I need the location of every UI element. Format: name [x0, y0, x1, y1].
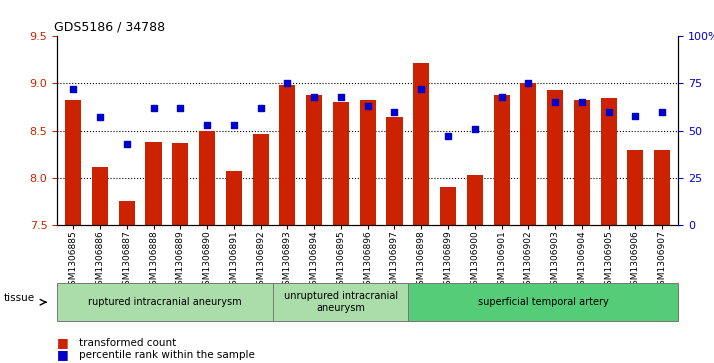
Bar	[547, 90, 563, 225]
Point	[201, 122, 213, 128]
Point	[388, 109, 400, 115]
Point	[603, 109, 614, 115]
Bar	[119, 200, 135, 225]
Text: ■: ■	[57, 337, 69, 350]
Point	[335, 94, 346, 99]
Point	[442, 134, 453, 139]
Bar	[654, 150, 670, 225]
Text: GDS5186 / 34788: GDS5186 / 34788	[54, 21, 165, 34]
Text: unruptured intracranial
aneurysm: unruptured intracranial aneurysm	[283, 291, 398, 313]
Point	[148, 105, 159, 111]
Bar	[413, 63, 429, 225]
Text: percentile rank within the sample: percentile rank within the sample	[79, 350, 254, 360]
Bar	[493, 95, 510, 225]
Bar	[199, 131, 215, 225]
Bar	[333, 102, 349, 225]
Bar	[172, 143, 188, 225]
Text: superficial temporal artery: superficial temporal artery	[478, 297, 608, 307]
Point	[496, 94, 507, 99]
Point	[228, 122, 239, 128]
Point	[255, 105, 266, 111]
Bar	[386, 117, 403, 225]
Bar	[521, 82, 536, 225]
Text: tissue: tissue	[4, 293, 35, 303]
Bar	[440, 187, 456, 225]
Text: ■: ■	[57, 348, 69, 362]
Point	[469, 126, 481, 132]
Point	[94, 115, 106, 121]
Bar	[226, 171, 242, 225]
Bar	[628, 150, 643, 225]
Point	[416, 86, 427, 92]
Point	[362, 103, 373, 109]
Bar	[65, 99, 81, 225]
Bar	[360, 101, 376, 225]
Point	[281, 81, 293, 86]
Bar	[92, 167, 108, 225]
Point	[656, 109, 668, 115]
Point	[630, 113, 641, 118]
Point	[549, 99, 560, 105]
Point	[67, 86, 79, 92]
Bar	[146, 142, 161, 225]
Bar	[467, 175, 483, 225]
Point	[121, 141, 133, 147]
Bar	[600, 98, 617, 225]
Bar	[279, 85, 296, 225]
Point	[523, 81, 534, 86]
Bar	[574, 99, 590, 225]
Point	[576, 99, 588, 105]
Text: transformed count: transformed count	[79, 338, 176, 348]
Bar	[253, 134, 268, 225]
Bar	[306, 95, 322, 225]
Point	[174, 105, 186, 111]
Point	[308, 94, 320, 99]
Text: ruptured intracranial aneurysm: ruptured intracranial aneurysm	[89, 297, 242, 307]
